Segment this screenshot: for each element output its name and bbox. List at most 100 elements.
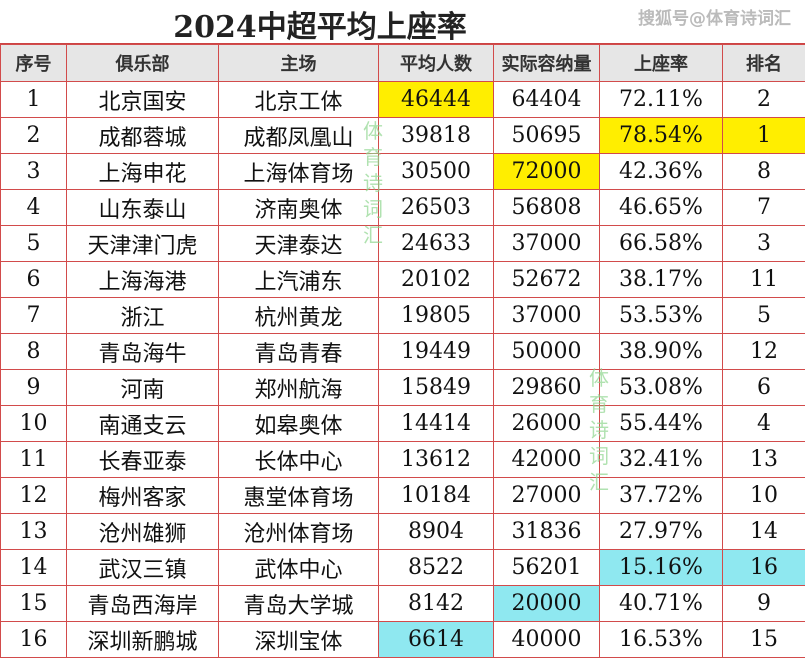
cell-stadium: 青岛青春 bbox=[219, 334, 379, 370]
header-rank: 排名 bbox=[723, 45, 805, 82]
table-row: 2 成都蓉城 成都凤凰山 39818 50695 78.54% 1 bbox=[1, 118, 805, 154]
cell-rate: 66.58% bbox=[600, 226, 723, 262]
table-row: 6 上海海港 上汽浦东 20102 52672 38.17% 11 bbox=[1, 262, 805, 298]
cell-index: 12 bbox=[1, 478, 67, 514]
cell-stadium: 如皋奥体 bbox=[219, 406, 379, 442]
cell-average-max: 46444 bbox=[379, 82, 494, 118]
header-stadium: 主场 bbox=[219, 45, 379, 82]
cell-stadium: 武体中心 bbox=[219, 550, 379, 586]
cell-club: 浙江 bbox=[67, 298, 219, 334]
cell-average: 19805 bbox=[379, 298, 494, 334]
cell-average: 30500 bbox=[379, 154, 494, 190]
cell-rate: 53.53% bbox=[600, 298, 723, 334]
cell-stadium: 济南奥体 bbox=[219, 190, 379, 226]
cell-rate: 46.65% bbox=[600, 190, 723, 226]
cell-index: 1 bbox=[1, 82, 67, 118]
cell-average: 14414 bbox=[379, 406, 494, 442]
cell-average: 8904 bbox=[379, 514, 494, 550]
cell-club: 上海海港 bbox=[67, 262, 219, 298]
cell-index: 10 bbox=[1, 406, 67, 442]
cell-stadium: 上汽浦东 bbox=[219, 262, 379, 298]
cell-index: 13 bbox=[1, 514, 67, 550]
cell-capacity: 56201 bbox=[494, 550, 600, 586]
cell-rate-min: 15.16% bbox=[600, 550, 723, 586]
cell-stadium: 成都凤凰山 bbox=[219, 118, 379, 154]
table-row: 16 深圳新鹏城 深圳宝体 6614 40000 16.53% 15 bbox=[1, 622, 805, 658]
cell-rank: 3 bbox=[723, 226, 805, 262]
table-row: 8 青岛海牛 青岛青春 19449 50000 38.90% 12 bbox=[1, 334, 805, 370]
cell-index: 3 bbox=[1, 154, 67, 190]
cell-index: 6 bbox=[1, 262, 67, 298]
cell-stadium: 惠堂体育场 bbox=[219, 478, 379, 514]
cell-rate: 53.08% bbox=[600, 370, 723, 406]
cell-club: 山东泰山 bbox=[67, 190, 219, 226]
cell-stadium: 沧州体育场 bbox=[219, 514, 379, 550]
page-title: 2024中超平均上座率 bbox=[0, 2, 640, 46]
table-row: 14 武汉三镇 武体中心 8522 56201 15.16% 16 bbox=[1, 550, 805, 586]
cell-rank: 8 bbox=[723, 154, 805, 190]
table-row: 1 北京国安 北京工体 46444 64404 72.11% 2 bbox=[1, 82, 805, 118]
cell-club: 北京国安 bbox=[67, 82, 219, 118]
cell-capacity: 29860 bbox=[494, 370, 600, 406]
cell-index: 11 bbox=[1, 442, 67, 478]
cell-index: 16 bbox=[1, 622, 67, 658]
cell-average: 8522 bbox=[379, 550, 494, 586]
cell-club: 沧州雄狮 bbox=[67, 514, 219, 550]
header-club: 俱乐部 bbox=[67, 45, 219, 82]
cell-index: 4 bbox=[1, 190, 67, 226]
cell-index: 15 bbox=[1, 586, 67, 622]
cell-stadium: 青岛大学城 bbox=[219, 586, 379, 622]
cell-rate: 38.17% bbox=[600, 262, 723, 298]
cell-average: 39818 bbox=[379, 118, 494, 154]
cell-average: 15849 bbox=[379, 370, 494, 406]
watermark-vertical-1: 体育诗词汇 bbox=[362, 118, 384, 248]
cell-rank: 11 bbox=[723, 262, 805, 298]
cell-index: 7 bbox=[1, 298, 67, 334]
cell-index: 14 bbox=[1, 550, 67, 586]
cell-average: 8142 bbox=[379, 586, 494, 622]
cell-club: 上海申花 bbox=[67, 154, 219, 190]
cell-capacity: 42000 bbox=[494, 442, 600, 478]
source-watermark: 搜狐号@体育诗词汇 bbox=[638, 4, 791, 29]
cell-capacity: 50695 bbox=[494, 118, 600, 154]
cell-club: 河南 bbox=[67, 370, 219, 406]
title-bar: 2024中超平均上座率 搜狐号@体育诗词汇 bbox=[0, 0, 805, 44]
header-index: 序号 bbox=[1, 45, 67, 82]
cell-club: 青岛西海岸 bbox=[67, 586, 219, 622]
cell-capacity: 27000 bbox=[494, 478, 600, 514]
cell-rank: 9 bbox=[723, 586, 805, 622]
cell-capacity: 26000 bbox=[494, 406, 600, 442]
cell-rank: 15 bbox=[723, 622, 805, 658]
cell-average: 19449 bbox=[379, 334, 494, 370]
cell-rate: 42.36% bbox=[600, 154, 723, 190]
cell-index: 5 bbox=[1, 226, 67, 262]
cell-stadium: 郑州航海 bbox=[219, 370, 379, 406]
cell-stadium: 天津泰达 bbox=[219, 226, 379, 262]
cell-rate: 38.90% bbox=[600, 334, 723, 370]
table-row: 3 上海申花 上海体育场 30500 72000 42.36% 8 bbox=[1, 154, 805, 190]
cell-stadium: 上海体育场 bbox=[219, 154, 379, 190]
cell-capacity: 56808 bbox=[494, 190, 600, 226]
cell-capacity: 50000 bbox=[494, 334, 600, 370]
cell-capacity: 52672 bbox=[494, 262, 600, 298]
cell-average: 10184 bbox=[379, 478, 494, 514]
cell-rate: 16.53% bbox=[600, 622, 723, 658]
cell-rate: 40.71% bbox=[600, 586, 723, 622]
cell-average: 13612 bbox=[379, 442, 494, 478]
table-row: 10 南通支云 如皋奥体 14414 26000 55.44% 4 bbox=[1, 406, 805, 442]
cell-capacity-min: 20000 bbox=[494, 586, 600, 622]
cell-stadium: 长体中心 bbox=[219, 442, 379, 478]
cell-rate: 72.11% bbox=[600, 82, 723, 118]
cell-rank: 5 bbox=[723, 298, 805, 334]
table-row: 5 天津津门虎 天津泰达 24633 37000 66.58% 3 bbox=[1, 226, 805, 262]
cell-club: 梅州客家 bbox=[67, 478, 219, 514]
cell-rank-top: 1 bbox=[723, 118, 805, 154]
cell-club: 武汉三镇 bbox=[67, 550, 219, 586]
cell-rank: 13 bbox=[723, 442, 805, 478]
cell-rank: 6 bbox=[723, 370, 805, 406]
watermark-vertical-2: 体育诗词汇 bbox=[588, 365, 610, 495]
table-row: 9 河南 郑州航海 15849 29860 53.08% 6 bbox=[1, 370, 805, 406]
cell-capacity: 31836 bbox=[494, 514, 600, 550]
cell-rate: 32.41% bbox=[600, 442, 723, 478]
